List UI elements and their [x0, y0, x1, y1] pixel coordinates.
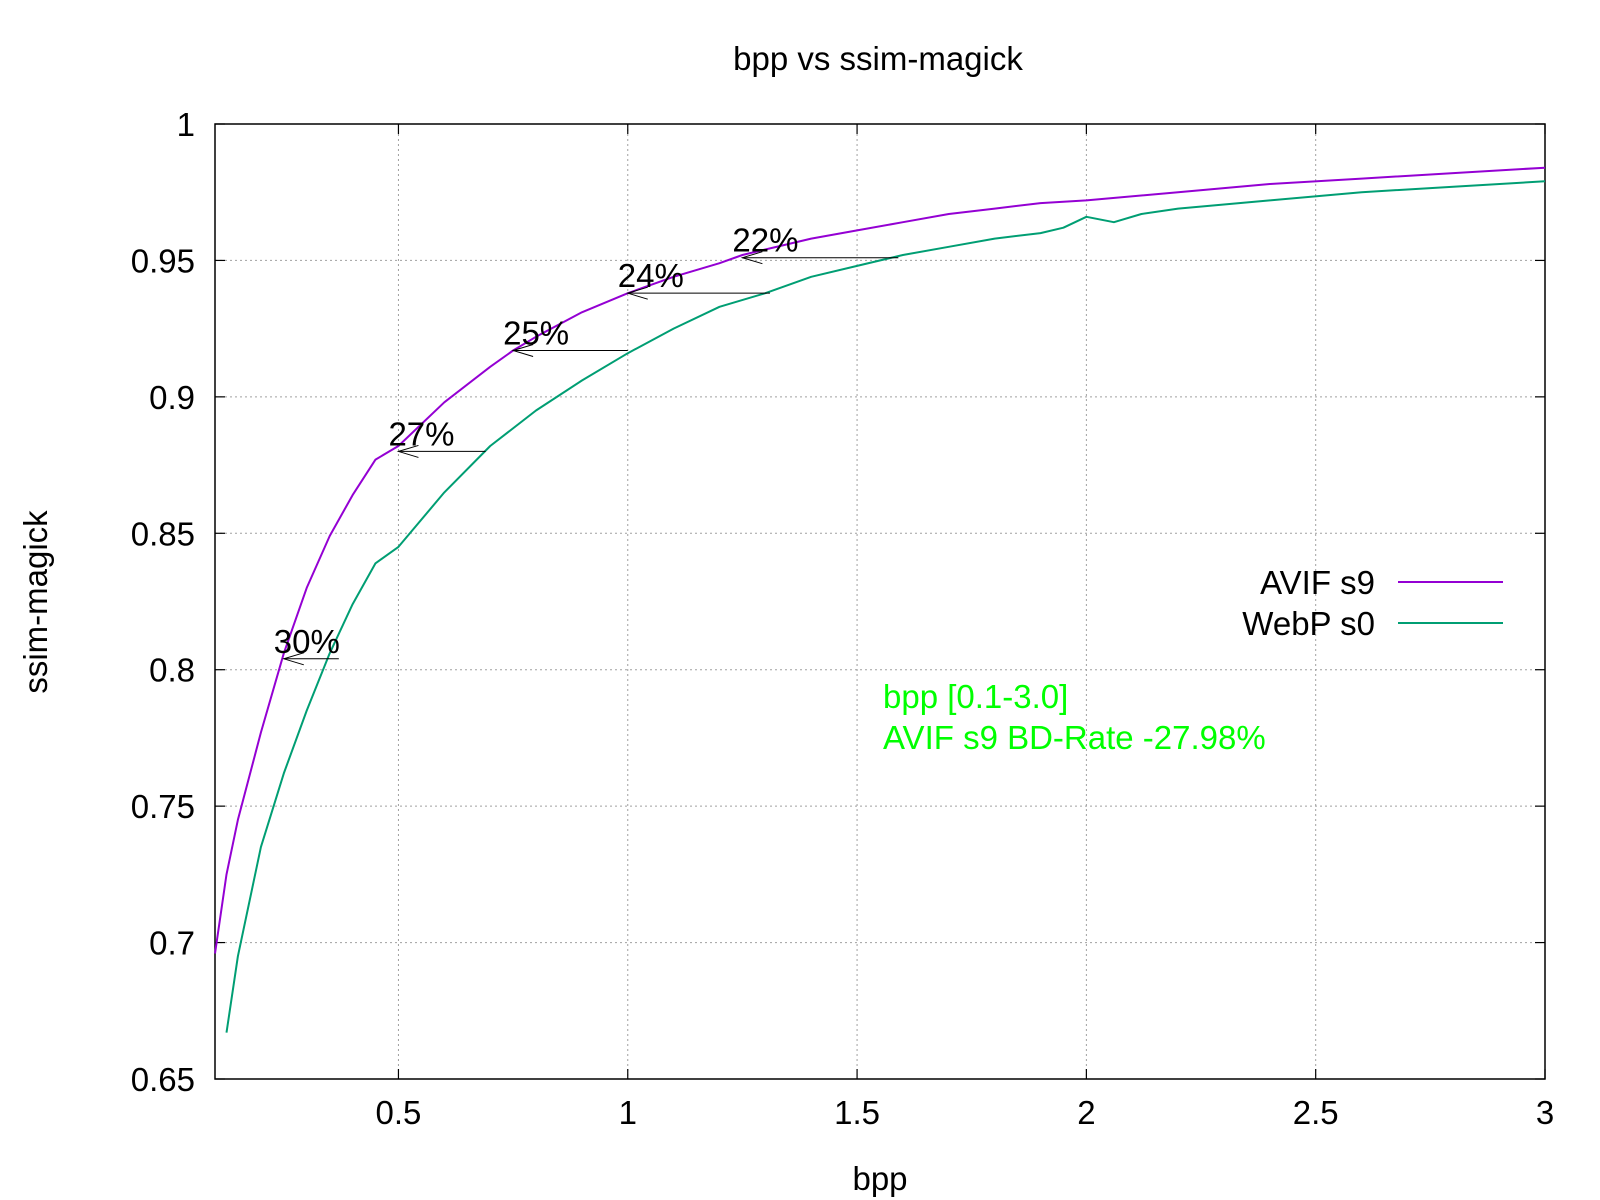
note-line: AVIF s9 BD-Rate -27.98%	[883, 719, 1266, 756]
x-tick-label: 1	[619, 1094, 637, 1131]
y-tick-label: 0.95	[131, 242, 195, 279]
note-line: bpp [0.1-3.0]	[883, 678, 1068, 715]
x-axis-title: bpp	[852, 1160, 907, 1197]
annotation-arrowhead	[511, 343, 534, 357]
notes: bpp [0.1-3.0] AVIF s9 BD-Rate -27.98%	[883, 678, 1266, 756]
annotation-label: 30%	[274, 623, 340, 660]
annotation-label: 22%	[732, 222, 798, 259]
grid	[215, 124, 1545, 1079]
y-tick-label: 0.8	[149, 652, 195, 689]
series-line-webp-s0	[225, 180, 1546, 1033]
series-lines	[214, 166, 1546, 1033]
axis-ticks: 0.5 1 1.5 2 2.5 3 0.65 0.7 0.75 0.8 0.85 0.9 0.95 1	[131, 106, 1554, 1131]
x-tick-label: 2	[1077, 1094, 1095, 1131]
legend-label: WebP s0	[1242, 605, 1375, 642]
x-tick-label: 1.5	[834, 1094, 880, 1131]
y-tick-label: 1	[177, 106, 195, 143]
series-line-avif-s9	[214, 166, 1546, 954]
y-tick-label: 0.7	[149, 925, 195, 962]
annotation-label: 24%	[618, 257, 684, 294]
chart-title: bpp vs ssim-magick	[733, 40, 1023, 77]
y-axis-title: ssim-magick	[17, 510, 54, 694]
y-tick-label: 0.75	[131, 788, 195, 825]
annotation-arrowhead	[282, 652, 304, 666]
legend-label: AVIF s9	[1260, 564, 1375, 601]
y-tick-label: 0.65	[131, 1061, 195, 1098]
y-tick-label: 0.85	[131, 515, 195, 552]
annotation-label: 25%	[503, 314, 569, 351]
annotation-arrowhead	[396, 444, 419, 458]
plot-frame	[214, 123, 1546, 1080]
x-tick-label: 2.5	[1293, 1094, 1339, 1131]
x-tick-label: 0.5	[376, 1094, 422, 1131]
x-tick-label: 3	[1536, 1094, 1554, 1131]
annotation-arrowhead	[740, 251, 763, 265]
annotations: 30% 27% 25% 24% 22%	[274, 222, 899, 666]
legend: AVIF s9 WebP s0	[1242, 564, 1503, 642]
annotation-label: 27%	[388, 415, 454, 452]
y-tick-label: 0.9	[149, 379, 195, 416]
annotation-arrowhead	[626, 286, 648, 300]
